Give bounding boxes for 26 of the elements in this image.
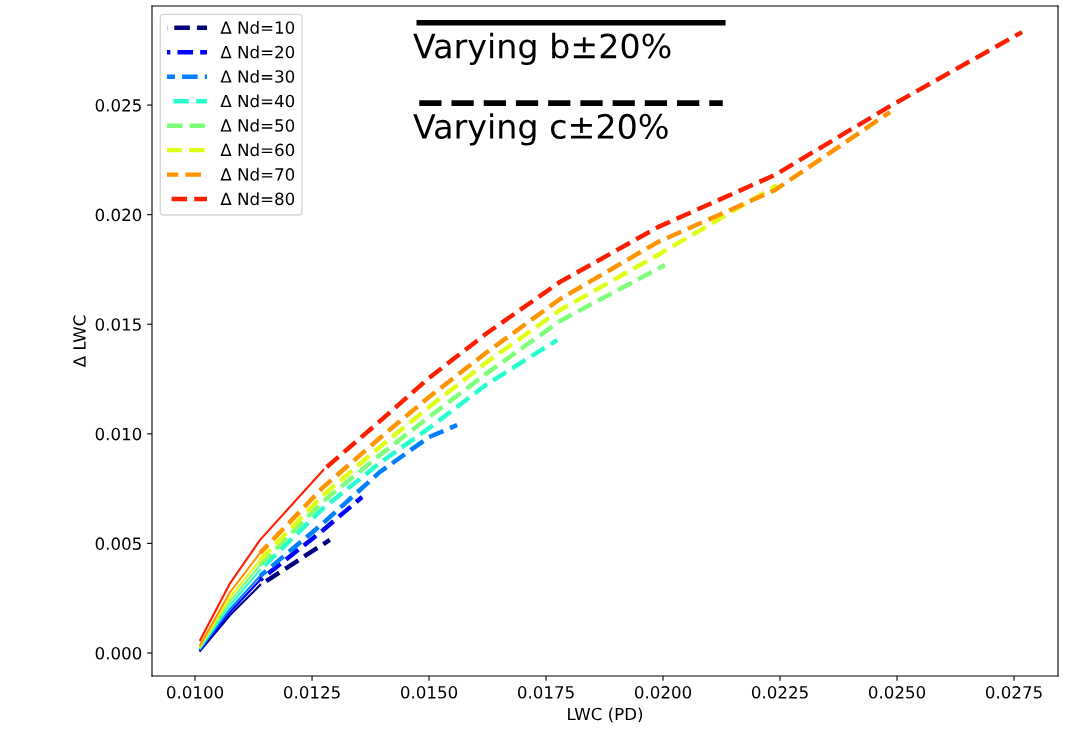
legend-label: Δ Nd=70 bbox=[220, 167, 295, 181]
x-tick-label: 0.0150 bbox=[400, 686, 458, 699]
legend-label: Δ Nd=30 bbox=[220, 69, 295, 83]
annotation: Varying b±20% bbox=[413, 32, 671, 66]
annotation: Varying c±20% bbox=[413, 113, 668, 146]
y-tick-label: 0.010 bbox=[95, 427, 142, 441]
x-axis-title: LWC (PD) bbox=[568, 707, 643, 723]
legend-label: Δ Nd=40 bbox=[220, 94, 295, 108]
x-tick-label: 0.0175 bbox=[517, 686, 574, 699]
legend-label: Δ Nd=80 bbox=[220, 192, 295, 206]
x-tick-label: 0.0125 bbox=[283, 686, 340, 699]
x-tick-label: 0.0275 bbox=[985, 686, 1042, 699]
legend-label: Δ Nd=50 bbox=[220, 118, 295, 132]
legend-label: Δ Nd=10 bbox=[220, 21, 295, 34]
y-tick-label: 0.025 bbox=[95, 99, 141, 112]
legend-label: Δ Nd=20 bbox=[220, 45, 295, 59]
y-axis-title: Δ LWC bbox=[73, 315, 86, 368]
x-tick-label: 0.0225 bbox=[751, 686, 808, 699]
y-tick-label: 0.000 bbox=[95, 646, 142, 660]
y-tick-label: 0.015 bbox=[95, 318, 141, 331]
y-tick-label: 0.020 bbox=[95, 208, 142, 222]
x-tick-label: 0.0200 bbox=[634, 686, 692, 699]
y-tick-label: 0.005 bbox=[95, 537, 141, 550]
legend-label: Δ Nd=60 bbox=[220, 143, 295, 157]
x-tick-label: 0.0250 bbox=[868, 686, 926, 699]
x-tick-label: 0.0100 bbox=[166, 686, 224, 699]
